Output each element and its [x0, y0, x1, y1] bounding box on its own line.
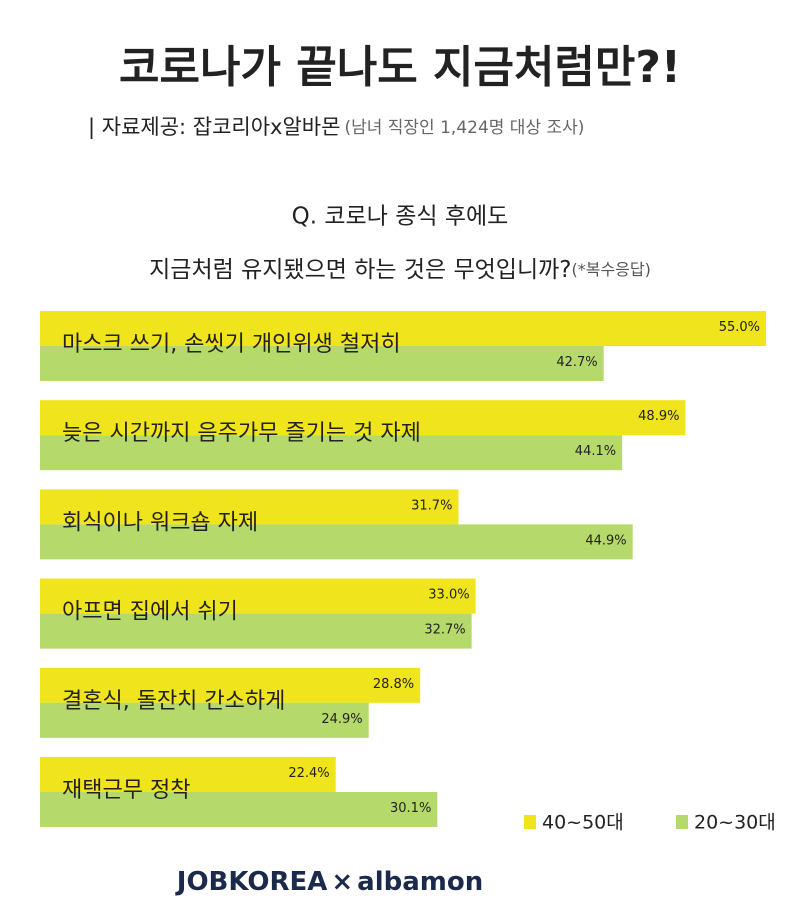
- bar: [40, 792, 438, 827]
- category-label: 아프면 집에서 쉬기: [62, 600, 238, 625]
- footer-logos: JOBKOREA × albamon: [175, 867, 483, 897]
- legend-label: 20~30대: [694, 812, 776, 834]
- category-label: 늦은 시간까지 음주가무 즐기는 것 자제: [62, 421, 421, 446]
- category-label: 결혼식, 돌잔치 간소하게: [62, 689, 285, 714]
- legend: 40~50대 20~30대: [524, 812, 776, 834]
- bar: [40, 757, 336, 792]
- category-label: 재택근무 정착: [62, 778, 190, 803]
- bar: [40, 702, 369, 738]
- value-label: 44.9%: [585, 533, 626, 548]
- value-label: 22.4%: [288, 766, 329, 781]
- subtitle-source: | 자료제공: 잡코리아x알바몬: [88, 115, 340, 140]
- subtitle-note: (남녀 직장인 1,424명 대상 조사): [344, 118, 584, 138]
- bar: [40, 578, 476, 614]
- logo-jobkorea: JOBKOREA: [175, 867, 328, 897]
- value-label: 24.9%: [321, 712, 362, 727]
- legend-label: 40~50대: [542, 812, 624, 834]
- plot: 55.0% 42.7% 마스크 쓰기, 손씻기 개인위생 철저히 48.9% 44.1%…: [40, 311, 766, 827]
- value-label: 28.8%: [373, 677, 414, 692]
- legend-swatch: [524, 815, 536, 829]
- category-label: 회식이나 워크숍 자제: [62, 510, 258, 535]
- value-label: 30.1%: [390, 801, 431, 816]
- bar: [40, 613, 472, 649]
- bar: [40, 435, 623, 471]
- title: 코로나가 끝나도 지금처럼만?!: [119, 42, 681, 93]
- bar: [40, 346, 604, 381]
- value-label: 48.9%: [638, 409, 679, 424]
- value-label: 44.1%: [575, 444, 616, 459]
- bar: [40, 524, 633, 560]
- logo-separator: ×: [331, 867, 353, 897]
- question-text: 지금처럼 유지됐으면 하는 것은 무엇입니까?: [149, 257, 571, 283]
- category-label: 마스크 쓰기, 손씻기 개인위생 철저히: [62, 332, 401, 357]
- value-label: 33.0%: [428, 588, 469, 603]
- logo-albamon: albamon: [357, 867, 483, 897]
- bar: [40, 667, 421, 703]
- bar: [40, 489, 459, 525]
- legend-swatch: [676, 815, 688, 829]
- question-line: 지금처럼 유지됐으면 하는 것은 무엇입니까?(*복수응답): [149, 257, 651, 283]
- bar: [40, 400, 686, 436]
- subtitle: | 자료제공: 잡코리아x알바몬 (남녀 직장인 1,424명 대상 조사): [88, 115, 584, 140]
- value-label: 42.7%: [556, 355, 597, 370]
- question-line: Q. 코로나 종식 후에도: [292, 204, 509, 230]
- value-label: 32.7%: [424, 623, 465, 638]
- question-note: (*복수응답): [571, 260, 650, 279]
- value-label: 55.0%: [719, 320, 760, 335]
- bar: [40, 311, 766, 346]
- value-label: 31.7%: [411, 498, 452, 513]
